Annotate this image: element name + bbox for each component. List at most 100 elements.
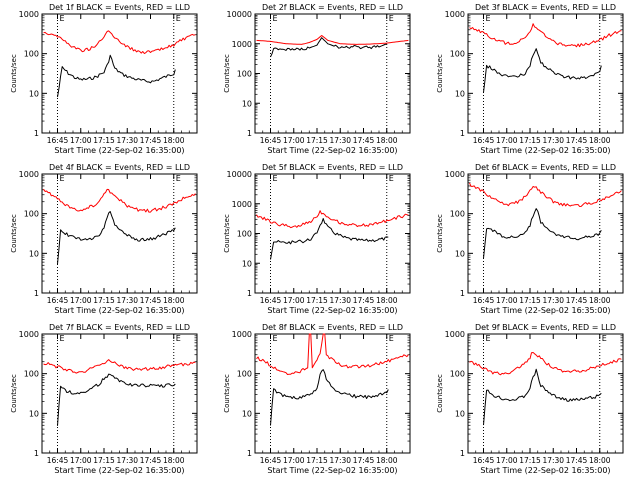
series-line-events <box>270 369 389 426</box>
plot-frame <box>467 13 624 134</box>
x-tick-label: 18:00 <box>376 136 398 145</box>
x-tick-label: 16:45 <box>47 296 69 305</box>
y-tick-label: 100 <box>24 210 39 219</box>
x-tick-label: 17:30 <box>116 136 138 145</box>
chart-svg: Det 7f BLACK = Events, RED = LLD 1 10 100 10… <box>10 323 198 475</box>
y-tick-label: 10000 <box>227 10 252 19</box>
marker-label: E <box>389 174 394 183</box>
y-tick-label: 100 <box>24 370 39 379</box>
x-tick-label: 17:00 <box>70 296 92 305</box>
chart-title: Det 7f BLACK = Events, RED = LLD <box>49 323 190 332</box>
x-tick-label: 18:00 <box>163 296 185 305</box>
y-tick-label: 1 <box>247 129 252 138</box>
y-tick-label: 1 <box>34 129 39 138</box>
panel-det-5f: Det 5f BLACK = Events, RED = LLD 1 10 100 10… <box>213 160 426 320</box>
x-tick-label: 16:45 <box>473 136 495 145</box>
y-tick-label: 10 <box>29 249 39 258</box>
chart-svg: Det 9f BLACK = Events, RED = LLD 1 10 100 10… <box>436 323 624 475</box>
chart-svg: Det 2f BLACK = Events, RED = LLD 1 10 100 10… <box>223 3 411 155</box>
series-line-lld <box>256 333 409 375</box>
y-tick-label: 1 <box>460 129 465 138</box>
x-tick-label: 17:00 <box>283 136 305 145</box>
chart-svg: Det 6f BLACK = Events, RED = LLD 1 10 100 10… <box>436 163 624 315</box>
panel-det-8f: Det 8f BLACK = Events, RED = LLD 1 10 100 10… <box>213 320 426 480</box>
x-tick-label: 17:45 <box>140 456 162 465</box>
x-tick-label: 17:15 <box>93 456 115 465</box>
chart-title: Det 5f BLACK = Events, RED = LLD <box>262 163 403 172</box>
x-tick-label: 17:30 <box>116 456 138 465</box>
chart-svg: Det 4f BLACK = Events, RED = LLD 1 10 100 10… <box>10 163 198 315</box>
x-tick-label: 17:00 <box>70 136 92 145</box>
x-tick-label: 16:45 <box>260 456 282 465</box>
marker-label: E <box>486 14 491 23</box>
chart-title: Det 4f BLACK = Events, RED = LLD <box>49 163 190 172</box>
marker-label: E <box>60 334 65 343</box>
plot-frame <box>254 13 411 134</box>
plot-frame <box>41 333 198 454</box>
x-tick-label: 17:00 <box>283 456 305 465</box>
x-tick-label: 17:00 <box>496 136 518 145</box>
y-tick-label: 100 <box>237 370 252 379</box>
series-line-lld <box>469 182 622 207</box>
chart-svg: Det 1f BLACK = Events, RED = LLD 1 10 100 10… <box>10 3 198 155</box>
x-axis-label: Start Time (22-Sep-02 16:35:00) <box>480 146 610 155</box>
y-tick-label: 10 <box>242 259 252 268</box>
marker-label: E <box>273 174 278 183</box>
marker-label: E <box>602 174 607 183</box>
y-tick-label: 1000 <box>19 330 39 339</box>
y-tick-label: 10 <box>455 249 465 258</box>
x-tick-label: 17:00 <box>496 296 518 305</box>
y-tick-label: 100 <box>450 210 465 219</box>
chart-svg: Det 5f BLACK = Events, RED = LLD 1 10 100 10… <box>223 163 411 315</box>
y-axis-label: Counts/sec <box>10 54 18 93</box>
x-tick-label: 17:15 <box>519 296 541 305</box>
series-line-events <box>57 54 176 98</box>
y-tick-label: 10 <box>455 409 465 418</box>
x-tick-label: 17:45 <box>353 296 375 305</box>
y-tick-label: 100 <box>450 50 465 59</box>
y-tick-label: 100 <box>24 50 39 59</box>
x-tick-label: 17:15 <box>306 456 328 465</box>
chart-title: Det 8f BLACK = Events, RED = LLD <box>262 323 403 332</box>
panel-det-1f: Det 1f BLACK = Events, RED = LLD 1 10 100 10… <box>0 0 213 160</box>
x-tick-label: 17:15 <box>306 296 328 305</box>
chart-title: Det 6f BLACK = Events, RED = LLD <box>475 163 616 172</box>
x-tick-label: 16:45 <box>260 136 282 145</box>
x-tick-label: 18:00 <box>376 296 398 305</box>
y-tick-label: 1 <box>247 449 252 458</box>
y-tick-label: 1000 <box>232 200 252 209</box>
y-tick-label: 10 <box>455 89 465 98</box>
x-tick-label: 17:15 <box>306 136 328 145</box>
panel-det-6f: Det 6f BLACK = Events, RED = LLD 1 10 100 10… <box>426 160 639 320</box>
x-tick-label: 17:45 <box>140 136 162 145</box>
x-tick-label: 18:00 <box>163 136 185 145</box>
x-tick-label: 17:45 <box>140 296 162 305</box>
series-line-lld <box>43 30 196 54</box>
marker-label: E <box>486 174 491 183</box>
x-tick-label: 17:00 <box>70 456 92 465</box>
series-line-events <box>270 218 389 260</box>
y-tick-label: 100 <box>237 70 252 79</box>
y-tick-label: 1000 <box>19 170 39 179</box>
y-tick-label: 1 <box>460 449 465 458</box>
y-axis-label: Counts/sec <box>10 214 18 253</box>
marker-label: E <box>486 334 491 343</box>
x-tick-label: 16:45 <box>47 456 69 465</box>
y-tick-label: 1 <box>247 289 252 298</box>
y-axis-label: Counts/sec <box>223 54 231 93</box>
y-tick-label: 1000 <box>232 330 252 339</box>
chart-title: Det 3f BLACK = Events, RED = LLD <box>475 3 616 12</box>
y-tick-label: 1 <box>34 289 39 298</box>
x-axis-label: Start Time (22-Sep-02 16:35:00) <box>54 466 184 475</box>
y-tick-label: 1 <box>460 289 465 298</box>
marker-label: E <box>176 174 181 183</box>
marker-label: E <box>389 334 394 343</box>
x-tick-label: 18:00 <box>589 456 611 465</box>
marker-label: E <box>273 334 278 343</box>
marker-label: E <box>273 14 278 23</box>
x-axis-label: Start Time (22-Sep-02 16:35:00) <box>480 306 610 315</box>
x-tick-label: 17:45 <box>566 456 588 465</box>
x-tick-label: 18:00 <box>376 456 398 465</box>
x-tick-label: 17:30 <box>329 136 351 145</box>
